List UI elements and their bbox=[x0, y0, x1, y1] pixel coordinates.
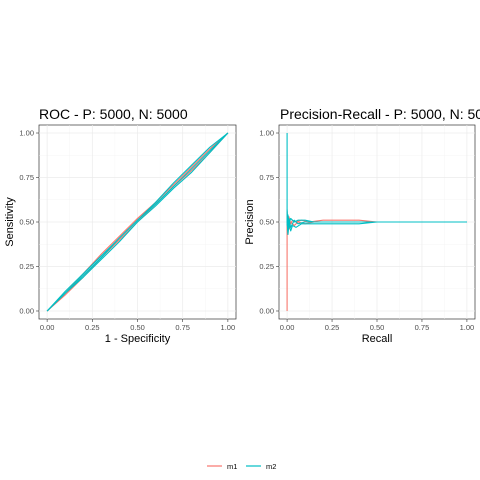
roc-y-tick-label: 1.00 bbox=[19, 129, 34, 138]
pr-y-tick-label: 0.75 bbox=[259, 173, 274, 182]
roc-panel: ROC - P: 5000, N: 5000 0.00 0.25 0.50 0.75 1… bbox=[4, 106, 237, 345]
pr-y-tick-label: 1.00 bbox=[259, 129, 274, 138]
roc-line-m2-3 bbox=[46, 132, 229, 312]
roc-x-tick-label: 0.75 bbox=[175, 323, 190, 332]
pr-x-tick-label: 0.50 bbox=[370, 323, 385, 332]
pr-y-axis-label: Precision bbox=[244, 199, 256, 244]
roc-x-axis-label: 1 - Specificity bbox=[105, 333, 171, 345]
roc-series bbox=[46, 132, 229, 312]
roc-x-axis-ticks: 0.00 0.25 0.50 0.75 1.00 bbox=[40, 319, 235, 332]
roc-x-tick-label: 0.25 bbox=[85, 323, 100, 332]
roc-line-m2-4 bbox=[46, 132, 229, 312]
legend: m1 m2 bbox=[207, 462, 276, 471]
roc-y-tick-label: 0.75 bbox=[19, 173, 34, 182]
roc-y-tick-label: 0.50 bbox=[19, 218, 34, 227]
pr-panel: Precision-Recall - P: 5000, N: 5000 0.00… bbox=[244, 106, 480, 345]
pr-x-tick-label: 0.25 bbox=[325, 323, 340, 332]
roc-x-tick-label: 0.50 bbox=[130, 323, 145, 332]
roc-y-axis-label: Sensitivity bbox=[4, 197, 16, 247]
pr-y-tick-label: 0.25 bbox=[259, 262, 274, 271]
pr-chart-title: Precision-Recall - P: 5000, N: 5000 bbox=[280, 106, 480, 122]
legend-label-m1: m1 bbox=[227, 462, 237, 471]
pr-line-m2-4 bbox=[286, 214, 467, 226]
roc-x-tick-label: 1.00 bbox=[221, 323, 236, 332]
roc-chart-title: ROC - P: 5000, N: 5000 bbox=[39, 106, 188, 122]
pr-y-tick-label: 0.50 bbox=[259, 218, 274, 227]
roc-y-axis-ticks: 0.00 0.25 0.50 0.75 1.00 bbox=[19, 129, 39, 316]
pr-y-tick-label: 0.00 bbox=[259, 307, 274, 316]
roc-y-tick-label: 0.00 bbox=[19, 307, 34, 316]
roc-x-tick-label: 0.00 bbox=[40, 323, 55, 332]
pr-x-tick-label: 0.00 bbox=[280, 323, 295, 332]
pr-y-axis-ticks: 0.00 0.25 0.50 0.75 1.00 bbox=[259, 129, 279, 316]
pr-x-tick-label: 1.00 bbox=[460, 323, 475, 332]
pr-x-tick-label: 0.75 bbox=[415, 323, 430, 332]
pr-x-axis-label: Recall bbox=[362, 333, 393, 345]
pr-series bbox=[286, 133, 467, 311]
roc-y-tick-label: 0.25 bbox=[19, 262, 34, 271]
legend-label-m2: m2 bbox=[266, 462, 276, 471]
pr-x-axis-ticks: 0.00 0.25 0.50 0.75 1.00 bbox=[280, 319, 474, 332]
